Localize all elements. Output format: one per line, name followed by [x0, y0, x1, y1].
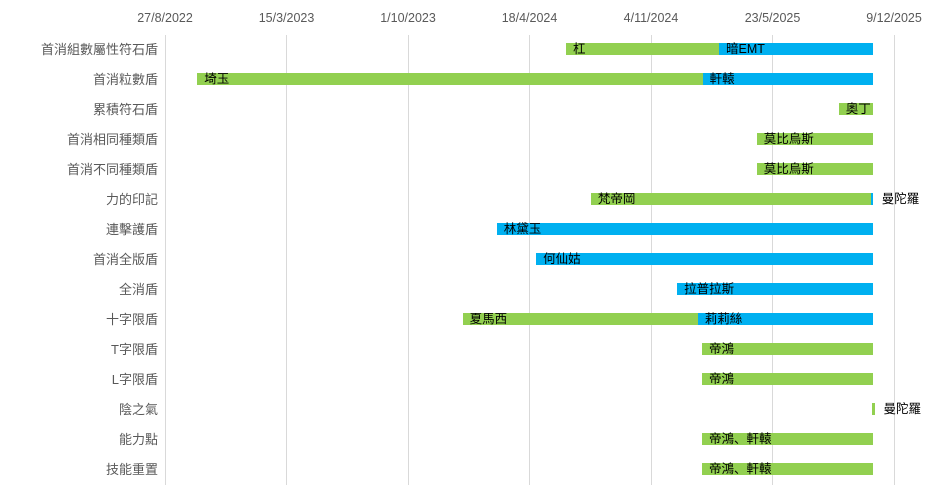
gantt-bar-green: 梵帝岡: [590, 191, 871, 206]
gridline: [164, 35, 166, 485]
gantt-bar-green: 帝鴻: [702, 373, 873, 385]
axis-tick-label: 1/10/2023: [380, 11, 436, 25]
row-label: L字限盾: [111, 372, 158, 387]
row-label: 首消粒數盾: [92, 72, 158, 87]
bar-label: 帝鴻: [709, 341, 735, 356]
gridline: [893, 35, 895, 485]
gantt-bar-green: 杠: [565, 41, 720, 56]
bar-label: 林黛玉: [503, 221, 542, 236]
bar-label: 暗EMT: [726, 41, 765, 56]
gantt-bar-green: 帝鴻、軒轅: [702, 463, 873, 475]
gantt-bar-green: 莫比烏斯: [756, 161, 873, 176]
gantt-bar-blue: 何仙姑: [536, 253, 873, 265]
gantt-bar-green: 埼玉: [197, 71, 703, 86]
row-label: 首消組數屬性符石盾: [40, 42, 158, 57]
gridline: [529, 35, 530, 485]
gantt-bar-green: 奧丁: [838, 101, 873, 116]
gantt-bar-green: 莫比烏斯: [756, 131, 873, 146]
row-label: T字限盾: [111, 342, 158, 357]
row-label: 累積符石盾: [92, 102, 158, 117]
axis-tick-label: 27/8/2022: [137, 11, 193, 25]
bar-outside-label: 曼陀羅: [881, 192, 920, 206]
bar-label: 拉普拉斯: [684, 281, 735, 296]
bar-label: 夏馬西: [469, 311, 508, 326]
bar-label: 帝鴻、軒轅: [709, 431, 772, 446]
gantt-bar-green: 帝鴻: [702, 343, 873, 355]
axis-tick-label: 18/4/2024: [501, 11, 558, 25]
gantt-bar-green: 帝鴻、軒轅: [702, 433, 873, 445]
row-label: 技能重置: [105, 462, 158, 477]
gantt-bar-green: [872, 403, 875, 415]
gridline: [407, 35, 409, 485]
gantt-bar-blue: 軒轅: [702, 71, 873, 86]
bar-label: 莉莉絲: [704, 311, 743, 326]
gantt-bar-green: 夏馬西: [462, 311, 698, 326]
bar-label: 何仙姑: [543, 251, 581, 266]
bar-outside-label: 曼陀羅: [883, 402, 922, 416]
row-label: 首消不同種類盾: [66, 162, 158, 177]
bar-label: 軒轅: [709, 71, 735, 86]
row-label: 首消相同種類盾: [66, 132, 158, 147]
gridline: [286, 35, 287, 485]
row-label: 首消全版盾: [92, 252, 158, 267]
bar-label: 埼玉: [204, 71, 230, 86]
gantt-bar-blue: [870, 193, 873, 205]
bar-label: 莫比烏斯: [763, 131, 814, 146]
gantt-bar-blue: 林黛玉: [496, 221, 873, 236]
row-label: 十字限盾: [105, 312, 158, 327]
axis-tick-label: 15/3/2023: [258, 11, 315, 25]
bar-label: 梵帝岡: [597, 191, 636, 206]
row-label: 力的印記: [105, 192, 158, 207]
row-label: 陰之氣: [118, 402, 158, 417]
row-label: 連擊護盾: [105, 222, 158, 237]
axis-tick-label: 9/12/2025: [866, 11, 922, 25]
axis-tick-label: 4/11/2024: [623, 11, 679, 25]
bar-label: 莫比烏斯: [763, 161, 814, 176]
bar-label: 奧丁: [845, 101, 871, 116]
gantt-bar-blue: 莉莉絲: [697, 311, 873, 326]
gantt-bar-blue: 暗EMT: [719, 43, 873, 55]
bar-label: 帝鴻、軒轅: [709, 461, 772, 476]
row-label: 全消盾: [118, 282, 158, 297]
gantt-bar-blue: 拉普拉斯: [677, 283, 873, 295]
row-label: 能力點: [118, 432, 158, 447]
bar-label: 帝鴻: [709, 371, 735, 386]
axis-tick-label: 23/5/2025: [744, 11, 801, 25]
bar-label: 杠: [572, 41, 586, 56]
